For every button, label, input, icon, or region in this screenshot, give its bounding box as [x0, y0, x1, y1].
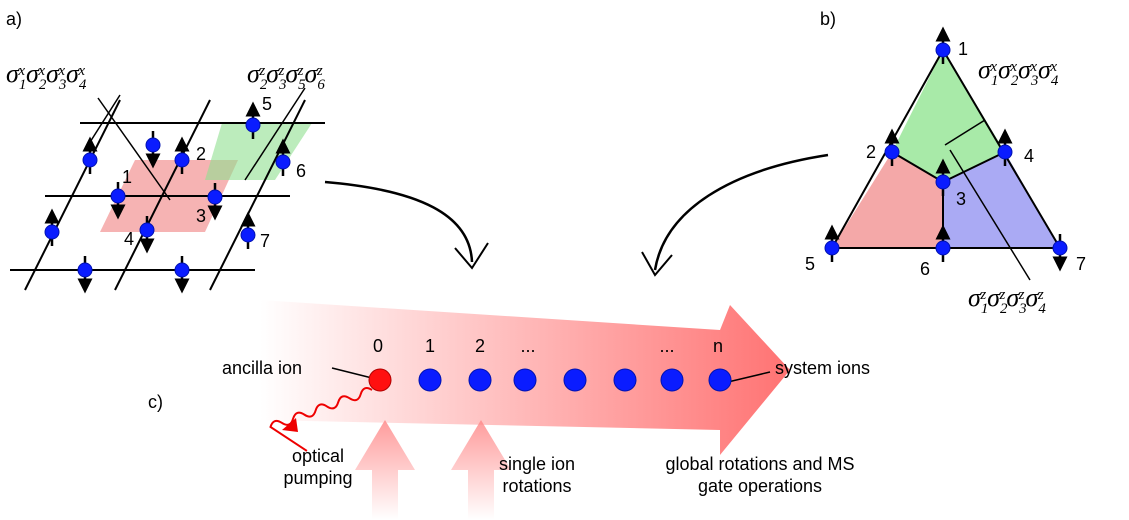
- spin-site: [146, 138, 160, 152]
- caption: optical: [292, 446, 344, 466]
- panel-label: a): [6, 9, 22, 29]
- spin-site: [83, 153, 97, 167]
- operator: σ1x σ2x σ3x σ4x: [6, 59, 87, 93]
- spin-site: [936, 43, 950, 57]
- superscript: x: [989, 59, 997, 75]
- spin-site: [175, 153, 189, 167]
- ion-label: ...: [659, 336, 674, 356]
- system-label: system ions: [775, 358, 870, 378]
- caption: global rotations and MS: [665, 454, 854, 474]
- site-label: 2: [196, 144, 206, 164]
- site-label: 7: [1076, 254, 1086, 274]
- system-ion: [419, 369, 441, 391]
- site-label: 6: [920, 259, 930, 279]
- system-ion: [614, 369, 636, 391]
- spin-site: [885, 145, 899, 159]
- superscript: z: [316, 63, 323, 79]
- superscript: x: [1029, 59, 1037, 75]
- laser-arrow: [355, 420, 415, 520]
- superscript: z: [979, 287, 986, 303]
- ion-label: 0: [373, 336, 383, 356]
- spin-site: [140, 223, 154, 237]
- site-label: 5: [805, 254, 815, 274]
- panel-label: b): [820, 9, 836, 29]
- superscript: x: [1049, 59, 1057, 75]
- operator: σ1z σ2z σ3z σ4z: [968, 283, 1046, 317]
- superscript: z: [297, 63, 304, 79]
- spin-site: [998, 145, 1012, 159]
- spin-site: [246, 118, 260, 132]
- subscript: 4: [1038, 301, 1046, 317]
- superscript: x: [37, 63, 45, 79]
- spin-site: [1053, 241, 1067, 255]
- operator: σ2z σ3z σ5z σ6z: [247, 59, 325, 93]
- curved-arrow: [655, 155, 828, 270]
- superscript: z: [278, 63, 285, 79]
- spin-site: [276, 155, 290, 169]
- system-ion: [661, 369, 683, 391]
- site-label: 7: [260, 231, 270, 251]
- ion-label: n: [713, 336, 723, 356]
- spin-site: [111, 189, 125, 203]
- site-label: 2: [866, 142, 876, 162]
- site-label: 4: [1024, 146, 1034, 166]
- spin-site: [175, 263, 189, 277]
- ion-label: ...: [520, 336, 535, 356]
- caption: pumping: [283, 468, 352, 488]
- ancilla-ion: [369, 369, 391, 391]
- subscript: 6: [317, 77, 325, 93]
- caption: rotations: [502, 476, 571, 496]
- subscript: 4: [79, 77, 87, 93]
- figure: a) b) c) ancilla ion system ions σ1x σ2x…: [0, 0, 1129, 520]
- panel-label: c): [148, 392, 163, 412]
- site-label: 5: [262, 94, 272, 114]
- curved-arrow: [325, 182, 472, 262]
- system-ion: [709, 369, 731, 391]
- site-label: 3: [196, 206, 206, 226]
- spin-site: [45, 225, 59, 239]
- superscript: z: [1037, 287, 1044, 303]
- ion-label: 2: [475, 336, 485, 356]
- system-ion: [564, 369, 586, 391]
- superscript: x: [1009, 59, 1017, 75]
- spin-site: [825, 241, 839, 255]
- spin-site: [936, 175, 950, 189]
- site-label: 4: [124, 229, 134, 249]
- superscript: z: [1018, 287, 1025, 303]
- superscript: x: [57, 63, 65, 79]
- caption: gate operations: [698, 476, 822, 496]
- site-label: 1: [958, 39, 968, 59]
- operator: σ1x σ2x σ3x σ4x: [978, 55, 1059, 89]
- system-ion: [469, 369, 491, 391]
- spin-site: [208, 190, 222, 204]
- site-label: 3: [956, 189, 966, 209]
- spin-site: [78, 263, 92, 277]
- system-ion: [514, 369, 536, 391]
- site-label: 6: [296, 161, 306, 181]
- superscript: x: [77, 63, 85, 79]
- ion-label: 1: [425, 336, 435, 356]
- caption: single ion: [499, 454, 575, 474]
- spin-site: [241, 228, 255, 242]
- site-label: 1: [122, 167, 132, 187]
- ancilla-label: ancilla ion: [222, 358, 302, 378]
- superscript: x: [17, 63, 25, 79]
- subscript: 4: [1051, 73, 1059, 89]
- superscript: z: [999, 287, 1006, 303]
- superscript: z: [258, 63, 265, 79]
- spin-site: [936, 241, 950, 255]
